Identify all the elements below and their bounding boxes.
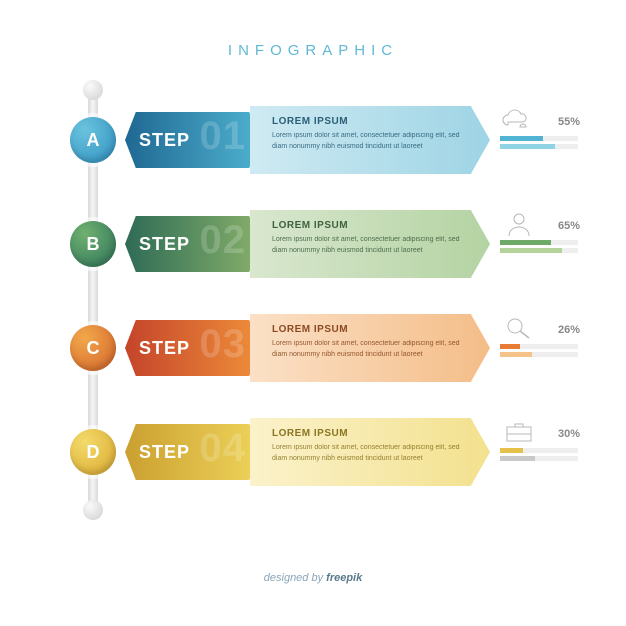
page-title: INFOGRAPHIC (0, 0, 626, 59)
step-label: STEP (139, 130, 190, 151)
progress-bar (500, 240, 578, 245)
rail-cap-bottom (83, 500, 103, 520)
step-row-d: D STEP 04 LOREM IPSUM Lorem ipsum dolor sit … (70, 414, 580, 492)
step-body: Lorem ipsum dolor sit amet, consectetuer… (272, 131, 472, 152)
person-icon (500, 212, 538, 236)
progress-bars (500, 136, 580, 149)
stat-block: 26% (500, 316, 580, 360)
step-number-watermark: 02 (200, 218, 247, 263)
description-arrow: LOREM IPSUM Lorem ipsum dolor sit amet, c… (250, 106, 490, 174)
progress-bar (500, 248, 578, 253)
letter-bubble: D (70, 429, 116, 475)
step-row-c: C STEP 03 LOREM IPSUM Lorem ipsum dolor sit … (70, 310, 580, 388)
step-chip: STEP 01 (125, 112, 260, 168)
description-arrow: LOREM IPSUM Lorem ipsum dolor sit amet, c… (250, 314, 490, 382)
description-arrow: LOREM IPSUM Lorem ipsum dolor sit amet, c… (250, 418, 490, 486)
description-arrow: LOREM IPSUM Lorem ipsum dolor sit amet, c… (250, 210, 490, 278)
percent-label: 30% (558, 428, 580, 440)
progress-bars (500, 344, 580, 357)
step-body: Lorem ipsum dolor sit amet, consectetuer… (272, 443, 472, 464)
rail-cap-top (83, 80, 103, 100)
progress-bars (500, 448, 580, 461)
stat-block: 65% (500, 212, 580, 256)
magnifier-icon (500, 316, 538, 340)
letter-bubble: C (70, 325, 116, 371)
step-body: Lorem ipsum dolor sit amet, consectetuer… (272, 339, 472, 360)
step-heading: LOREM IPSUM (272, 116, 472, 127)
infographic-canvas: A STEP 01 LOREM IPSUM Lorem ipsum dolor sit … (70, 90, 580, 530)
step-body: Lorem ipsum dolor sit amet, consectetuer… (272, 235, 472, 256)
step-label: STEP (139, 442, 190, 463)
progress-bars (500, 240, 580, 253)
percent-label: 26% (558, 324, 580, 336)
progress-bar (500, 136, 578, 141)
briefcase-icon (500, 420, 538, 444)
letter-bubble: B (70, 221, 116, 267)
step-chip: STEP 03 (125, 320, 260, 376)
progress-bar (500, 456, 578, 461)
step-number-watermark: 04 (200, 426, 247, 471)
step-label: STEP (139, 338, 190, 359)
progress-bar (500, 448, 578, 453)
step-chip: STEP 04 (125, 424, 260, 480)
step-label: STEP (139, 234, 190, 255)
step-heading: LOREM IPSUM (272, 220, 472, 231)
attribution: designed by freepik (0, 572, 626, 584)
step-number-watermark: 01 (200, 114, 247, 159)
step-row-b: B STEP 02 LOREM IPSUM Lorem ipsum dolor sit … (70, 206, 580, 284)
step-chip: STEP 02 (125, 216, 260, 272)
progress-bar (500, 344, 578, 349)
step-heading: LOREM IPSUM (272, 428, 472, 439)
stat-block: 55% (500, 108, 580, 152)
progress-bar (500, 352, 578, 357)
step-number-watermark: 03 (200, 322, 247, 367)
step-heading: LOREM IPSUM (272, 324, 472, 335)
cloud-icon (500, 108, 538, 132)
attribution-prefix: designed by (264, 572, 326, 584)
progress-bar (500, 144, 578, 149)
step-row-a: A STEP 01 LOREM IPSUM Lorem ipsum dolor sit … (70, 102, 580, 180)
stat-block: 30% (500, 420, 580, 464)
letter-bubble: A (70, 117, 116, 163)
percent-label: 55% (558, 116, 580, 128)
percent-label: 65% (558, 220, 580, 232)
attribution-brand: freepik (326, 572, 362, 584)
